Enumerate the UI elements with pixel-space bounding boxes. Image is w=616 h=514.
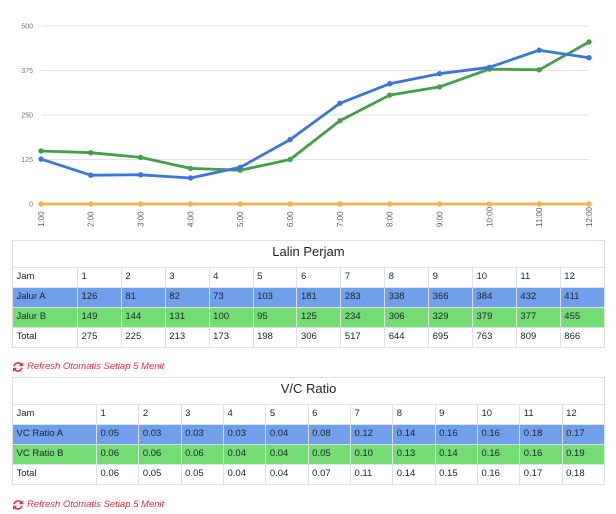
svg-text:9:00: 9:00	[435, 211, 444, 227]
svg-text:2:00: 2:00	[87, 211, 96, 227]
svg-text:5:00: 5:00	[236, 211, 245, 227]
svg-text:7:00: 7:00	[336, 211, 345, 227]
svg-text:500: 500	[21, 24, 33, 31]
svg-text:6:00: 6:00	[286, 211, 295, 227]
svg-text:4:00: 4:00	[186, 211, 195, 227]
svg-text:3:00: 3:00	[137, 211, 146, 227]
svg-text:12:00: 12:00	[585, 206, 594, 227]
svg-text:0: 0	[29, 202, 33, 209]
svg-text:10:00: 10:00	[485, 206, 494, 227]
svg-text:125: 125	[21, 157, 33, 164]
svg-text:11:00: 11:00	[535, 207, 544, 227]
svg-text:375: 375	[21, 68, 33, 75]
svg-text:250: 250	[21, 113, 33, 120]
svg-text:1:00: 1:00	[37, 211, 46, 227]
svg-text:8:00: 8:00	[386, 211, 395, 227]
